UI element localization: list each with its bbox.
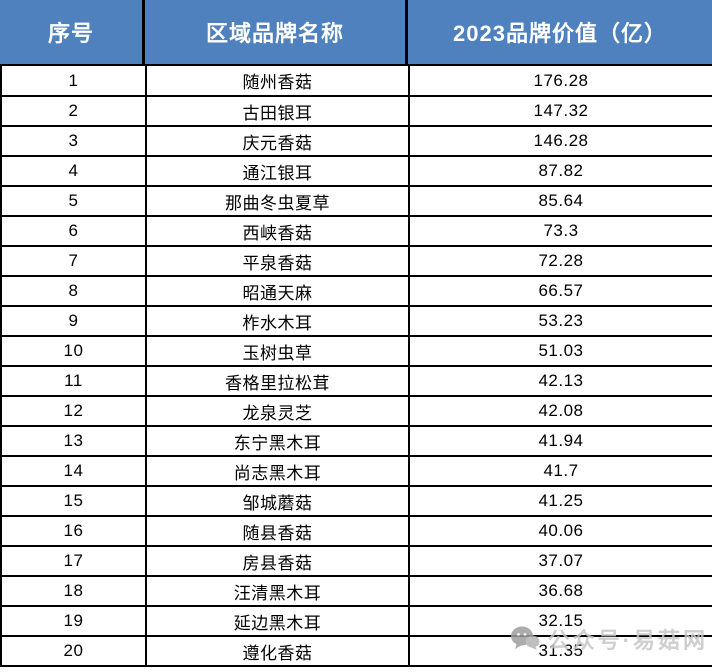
value-cell: 31.35	[408, 635, 712, 667]
rank-cell: 7	[0, 245, 147, 277]
brand-cell: 通江银耳	[145, 155, 410, 187]
table-row: 16 随县香菇 40.06	[0, 515, 712, 547]
rank-cell: 17	[0, 545, 147, 577]
rank-cell: 2	[0, 95, 147, 127]
value-cell: 42.13	[408, 365, 712, 397]
brand-cell: 柞水木耳	[145, 305, 410, 337]
brand-cell: 房县香菇	[145, 545, 410, 577]
value-cell: 176.28	[408, 66, 712, 97]
brand-cell: 庆元香菇	[145, 125, 410, 157]
value-cell: 72.28	[408, 245, 712, 277]
value-cell: 37.07	[408, 545, 712, 577]
table-row: 14 尚志黑木耳 41.7	[0, 455, 712, 487]
brand-value-table: 1 随州香菇 176.28 2 古田银耳 147.32 3 庆元香菇 146.28 4 通江银耳 87…	[0, 66, 712, 667]
value-cell: 51.03	[408, 335, 712, 367]
value-cell: 53.23	[408, 305, 712, 337]
table-row: 18 汪清黑木耳 36.68	[0, 575, 712, 607]
rank-cell: 10	[0, 335, 147, 367]
brand-cell: 昭通天麻	[145, 275, 410, 307]
value-cell: 36.68	[408, 575, 712, 607]
rank-cell: 15	[0, 485, 147, 517]
brand-cell: 香格里拉松茸	[145, 365, 410, 397]
table-row: 15 邹城蘑菇 41.25	[0, 485, 712, 517]
table-row: 3 庆元香菇 146.28	[0, 125, 712, 157]
rank-cell: 1	[0, 66, 147, 97]
value-cell: 41.94	[408, 425, 712, 457]
value-cell: 40.06	[408, 515, 712, 547]
value-cell: 146.28	[408, 125, 712, 157]
brand-cell: 那曲冬虫夏草	[145, 185, 410, 217]
brand-cell: 遵化香菇	[145, 635, 410, 667]
rank-cell: 12	[0, 395, 147, 427]
brand-cell: 随县香菇	[145, 515, 410, 547]
table-row: 19 延边黑木耳 32.15	[0, 605, 712, 637]
header-rank: 序号	[0, 0, 145, 66]
rank-cell: 9	[0, 305, 147, 337]
brand-cell: 玉树虫草	[145, 335, 410, 367]
value-cell: 73.3	[408, 215, 712, 247]
table-row: 10 玉树虫草 51.03	[0, 335, 712, 367]
value-cell: 85.64	[408, 185, 712, 217]
value-cell: 42.08	[408, 395, 712, 427]
rank-cell: 13	[0, 425, 147, 457]
table-row: 2 古田银耳 147.32	[0, 95, 712, 127]
table-row: 12 龙泉灵芝 42.08	[0, 395, 712, 427]
brand-cell: 东宁黑木耳	[145, 425, 410, 457]
table-row: 11 香格里拉松茸 42.13	[0, 365, 712, 397]
table-row: 5 那曲冬虫夏草 85.64	[0, 185, 712, 217]
rank-cell: 11	[0, 365, 147, 397]
rank-cell: 3	[0, 125, 147, 157]
brand-cell: 西峡香菇	[145, 215, 410, 247]
rank-cell: 18	[0, 575, 147, 607]
table-row: 1 随州香菇 176.28	[0, 66, 712, 97]
table-row: 8 昭通天麻 66.57	[0, 275, 712, 307]
value-cell: 66.57	[408, 275, 712, 307]
brand-cell: 平泉香菇	[145, 245, 410, 277]
brand-cell: 邹城蘑菇	[145, 485, 410, 517]
rank-cell: 8	[0, 275, 147, 307]
table-row: 9 柞水木耳 53.23	[0, 305, 712, 337]
table-row: 20 遵化香菇 31.35	[0, 635, 712, 667]
header-brand-value: 2023品牌价值（亿）	[408, 0, 712, 66]
table-row: 7 平泉香菇 72.28	[0, 245, 712, 277]
brand-cell: 延边黑木耳	[145, 605, 410, 637]
value-cell: 87.82	[408, 155, 712, 187]
rank-cell: 19	[0, 605, 147, 637]
brand-cell: 汪清黑木耳	[145, 575, 410, 607]
table-row: 13 东宁黑木耳 41.94	[0, 425, 712, 457]
table-row: 17 房县香菇 37.07	[0, 545, 712, 577]
rank-cell: 4	[0, 155, 147, 187]
brand-cell: 尚志黑木耳	[145, 455, 410, 487]
rank-cell: 20	[0, 635, 147, 667]
value-cell: 41.25	[408, 485, 712, 517]
value-cell: 32.15	[408, 605, 712, 637]
value-cell: 41.7	[408, 455, 712, 487]
rank-cell: 6	[0, 215, 147, 247]
header-brand-name: 区域品牌名称	[145, 0, 408, 66]
rank-cell: 5	[0, 185, 147, 217]
table-row: 6 西峡香菇 73.3	[0, 215, 712, 247]
table-row: 4 通江银耳 87.82	[0, 155, 712, 187]
brand-cell: 龙泉灵芝	[145, 395, 410, 427]
value-cell: 147.32	[408, 95, 712, 127]
rank-cell: 16	[0, 515, 147, 547]
table-header-row: 序号 区域品牌名称 2023品牌价值（亿）	[0, 0, 712, 66]
brand-cell: 古田银耳	[145, 95, 410, 127]
rank-cell: 14	[0, 455, 147, 487]
brand-cell: 随州香菇	[145, 66, 410, 97]
